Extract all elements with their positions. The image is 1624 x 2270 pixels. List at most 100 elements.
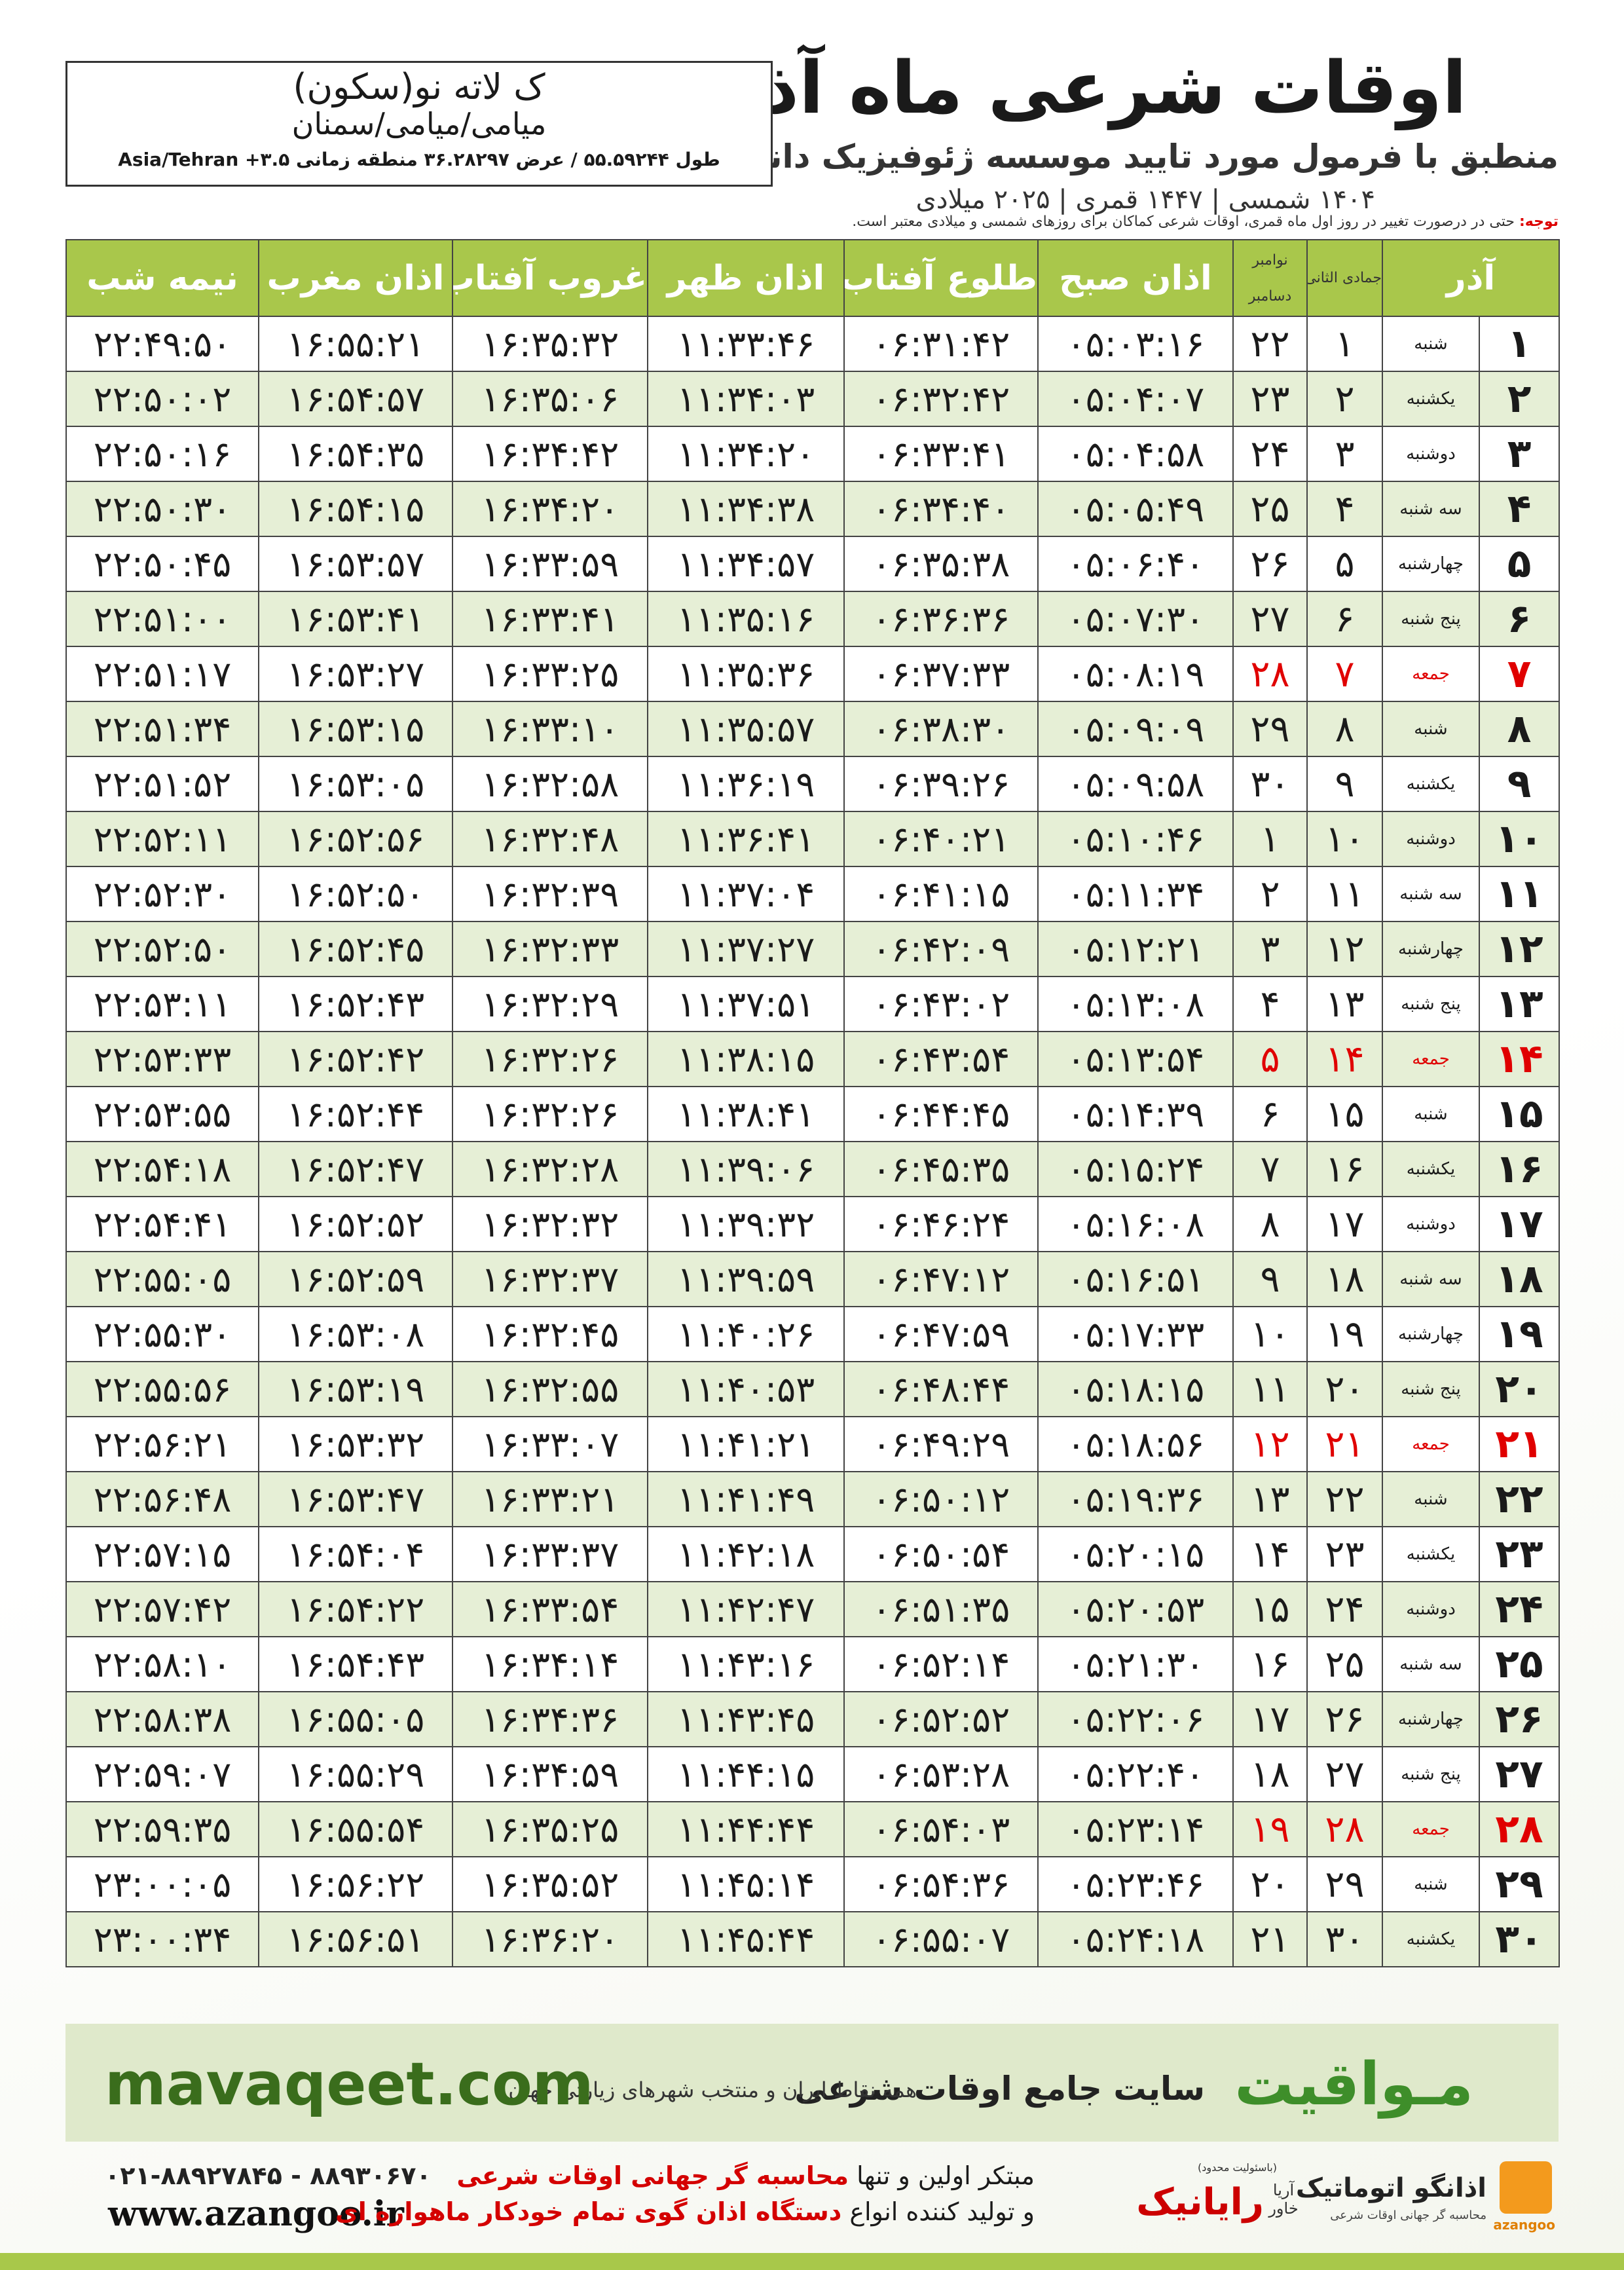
gregorian-day: ۴	[1232, 976, 1308, 1032]
dhuhr: ۱۱:۴۲:۱۸	[647, 1526, 845, 1582]
fajr: ۰۵:۲۲:۰۶	[1037, 1691, 1234, 1747]
dhuhr: ۱۱:۳۶:۴۱	[647, 811, 845, 867]
fajr: ۰۵:۲۳:۱۴	[1037, 1801, 1234, 1857]
sunset: ۱۶:۳۴:۲۰	[452, 481, 648, 537]
sunset: ۱۶:۳۳:۲۵	[452, 646, 648, 702]
fajr: ۰۵:۰۵:۴۹	[1037, 481, 1234, 537]
midnight: ۲۲:۵۴:۴۱	[65, 1196, 259, 1252]
tagline: سایت جامع اوقات شرعی	[794, 2070, 1205, 2108]
sunrise: ۰۶:۳۳:۴۱	[843, 426, 1039, 482]
day-number: ۲۹	[1479, 1856, 1560, 1912]
midnight: ۲۲:۵۰:۰۲	[65, 371, 259, 427]
fajr: ۰۵:۱۶:۵۱	[1037, 1251, 1234, 1307]
gregorian-day: ۱۱	[1232, 1361, 1308, 1417]
sunrise: ۰۶:۴۸:۴۴	[843, 1361, 1039, 1417]
hijri-day: ۱۰	[1306, 811, 1383, 867]
sunset: ۱۶:۳۲:۳۲	[452, 1196, 648, 1252]
gregorian-day: ۲۵	[1232, 481, 1308, 537]
hijri-day: ۴	[1306, 481, 1383, 537]
fajr: ۰۵:۲۴:۱۸	[1037, 1911, 1234, 1967]
dhuhr: ۱۱:۳۷:۰۴	[647, 866, 845, 922]
weekday: یکشنبه	[1381, 371, 1481, 427]
column-header: نیمه شب	[65, 239, 259, 317]
hijri-day: ۱۵	[1306, 1086, 1383, 1142]
dhuhr: ۱۱:۳۴:۰۳	[647, 371, 845, 427]
sunrise: ۰۶:۴۶:۲۴	[843, 1196, 1039, 1252]
hijri-day: ۶	[1306, 591, 1383, 647]
table-row: ۴ سه شنبه ۴ ۲۵ ۰۵:۰۵:۴۹ ۰۶:۳۴:۴۰ ۱۱:۳۴:۳۸ ۱۶:۳۴…	[65, 481, 1560, 537]
table-row: ۱۲ چهارشنبه ۱۲ ۳ ۰۵:۱۲:۲۱ ۰۶:۴۲:۰۹ ۱۱:۳۷:۲۷ ۱۶:…	[65, 921, 1560, 977]
weekday: چهارشنبه	[1381, 536, 1481, 592]
maghrib: ۱۶:۵۴:۴۳	[258, 1636, 453, 1692]
table-row: ۱ شنبه ۱ ۲۲ ۰۵:۰۳:۱۶ ۰۶:۳۱:۴۲ ۱۱:۳۳:۴۶ ۱۶:۳۵:۳۲…	[65, 316, 1560, 372]
maghrib: ۱۶:۵۵:۲۹	[258, 1746, 453, 1802]
hijri-day: ۱۹	[1306, 1306, 1383, 1362]
day-number: ۶	[1479, 591, 1560, 647]
dhuhr: ۱۱:۳۴:۵۷	[647, 536, 845, 592]
weekday: پنج شنبه	[1381, 1746, 1481, 1802]
day-number: ۲۲	[1479, 1471, 1560, 1527]
maghrib: ۱۶:۵۴:۲۲	[258, 1581, 453, 1637]
table-row: ۹ یکشنبه ۹ ۳۰ ۰۵:۰۹:۵۸ ۰۶:۳۹:۲۶ ۱۱:۳۶:۱۹ ۱۶:۳۲:…	[65, 756, 1560, 812]
weekday: سه شنبه	[1381, 1251, 1481, 1307]
azangoo-logo: اذانگو اتوماتیک	[1295, 2173, 1486, 2203]
fajr: ۰۵:۱۳:۰۸	[1037, 976, 1234, 1032]
gregorian-day: ۱۹	[1232, 1801, 1308, 1857]
hijri-day: ۲۱	[1306, 1416, 1383, 1472]
table-body: ۱ شنبه ۱ ۲۲ ۰۵:۰۳:۱۶ ۰۶:۳۱:۴۲ ۱۱:۳۳:۴۶ ۱۶:۳۵:۳۲…	[65, 316, 1560, 1967]
weekday: جمعه	[1381, 1416, 1481, 1472]
sunrise: ۰۶:۵۳:۲۸	[843, 1746, 1039, 1802]
bottom-strip	[0, 2253, 1624, 2270]
dhuhr: ۱۱:۳۹:۵۹	[647, 1251, 845, 1307]
day-number: ۵	[1479, 536, 1560, 592]
midnight: ۲۲:۵۳:۱۱	[65, 976, 259, 1032]
banner-website[interactable]: mavaqeet.com	[105, 2050, 594, 2119]
midnight: ۲۳:۰۰:۰۵	[65, 1856, 259, 1912]
sunset: ۱۶:۳۲:۵۸	[452, 756, 648, 812]
gregorian-day: ۱۶	[1232, 1636, 1308, 1692]
gregorian-day: ۲۲	[1232, 316, 1308, 372]
day-number: ۳۰	[1479, 1911, 1560, 1967]
sunrise: ۰۶:۳۵:۳۸	[843, 536, 1039, 592]
weekday: شنبه	[1381, 701, 1481, 757]
sunrise: ۰۶:۴۴:۴۵	[843, 1086, 1039, 1142]
table-row: ۲ یکشنبه ۲ ۲۳ ۰۵:۰۴:۰۷ ۰۶:۳۲:۴۲ ۱۱:۳۴:۰۳ ۱۶:۳۵:…	[65, 371, 1560, 427]
maghrib: ۱۶:۵۵:۰۵	[258, 1691, 453, 1747]
maghrib: ۱۶:۵۲:۴۴	[258, 1086, 453, 1142]
hijri-day: ۵	[1306, 536, 1383, 592]
sunset: ۱۶:۳۲:۲۶	[452, 1086, 648, 1142]
weekday: پنج شنبه	[1381, 976, 1481, 1032]
day-number: ۲۱	[1479, 1416, 1560, 1472]
column-header: اذان ظهر	[647, 239, 845, 317]
hijri-day: ۲۷	[1306, 1746, 1383, 1802]
sunset: ۱۶:۳۴:۳۶	[452, 1691, 648, 1747]
table-row: ۲۵ سه شنبه ۲۵ ۱۶ ۰۵:۲۱:۳۰ ۰۶:۵۲:۱۴ ۱۱:۴۳:۱۶ ۱۶:…	[65, 1636, 1560, 1692]
gregorian-day: ۱۲	[1232, 1416, 1308, 1472]
dhuhr: ۱۱:۴۰:۵۳	[647, 1361, 845, 1417]
hijri-day: ۱۶	[1306, 1141, 1383, 1197]
footer-highlight: محاسبه گر جهانی اوقات شرعی	[456, 2161, 849, 2190]
rayanik-logo: رایانیک	[1136, 2181, 1264, 2223]
dhuhr: ۱۱:۳۶:۱۹	[647, 756, 845, 812]
gregorian-day: ۲۸	[1232, 646, 1308, 702]
weekday: یکشنبه	[1381, 1911, 1481, 1967]
table-row: ۱۴ جمعه ۱۴ ۵ ۰۵:۱۳:۵۴ ۰۶:۴۳:۵۴ ۱۱:۳۸:۱۵ ۱۶:۳۲:۲…	[65, 1031, 1560, 1087]
location-box: ک لاته نو(سکون) میامی/میامی/سمنان طول ۵۵…	[65, 61, 773, 187]
fajr: ۰۵:۱۳:۵۴	[1037, 1031, 1234, 1087]
fajr: ۰۵:۰۹:۵۸	[1037, 756, 1234, 812]
table-row: ۱۱ سه شنبه ۱۱ ۲ ۰۵:۱۱:۳۴ ۰۶:۴۱:۱۵ ۱۱:۳۷:۰۴ ۱۶:۳…	[65, 866, 1560, 922]
dhuhr: ۱۱:۳۵:۳۶	[647, 646, 845, 702]
maghrib: ۱۶:۵۵:۵۴	[258, 1801, 453, 1857]
weekday: جمعه	[1381, 1031, 1481, 1087]
fajr: ۰۵:۰۷:۳۰	[1037, 591, 1234, 647]
sunrise: ۰۶:۴۳:۰۲	[843, 976, 1039, 1032]
scope: همه نقاط ایران و منتخب شهرهای زیارتی جها…	[508, 2077, 917, 2102]
prayer-table: آذر جمادی الثانی نوامبر دسامبر اذان صبح طل…	[65, 239, 1560, 1967]
sunrise: ۰۶:۳۸:۳۰	[843, 701, 1039, 757]
hijri-day: ۲۶	[1306, 1691, 1383, 1747]
sunrise: ۰۶:۳۲:۴۲	[843, 371, 1039, 427]
day-number: ۳	[1479, 426, 1560, 482]
maghrib: ۱۶:۵۳:۱۹	[258, 1361, 453, 1417]
hijri-day: ۱۴	[1306, 1031, 1383, 1087]
footer-website[interactable]: www.azangoo.ir	[108, 2194, 404, 2234]
